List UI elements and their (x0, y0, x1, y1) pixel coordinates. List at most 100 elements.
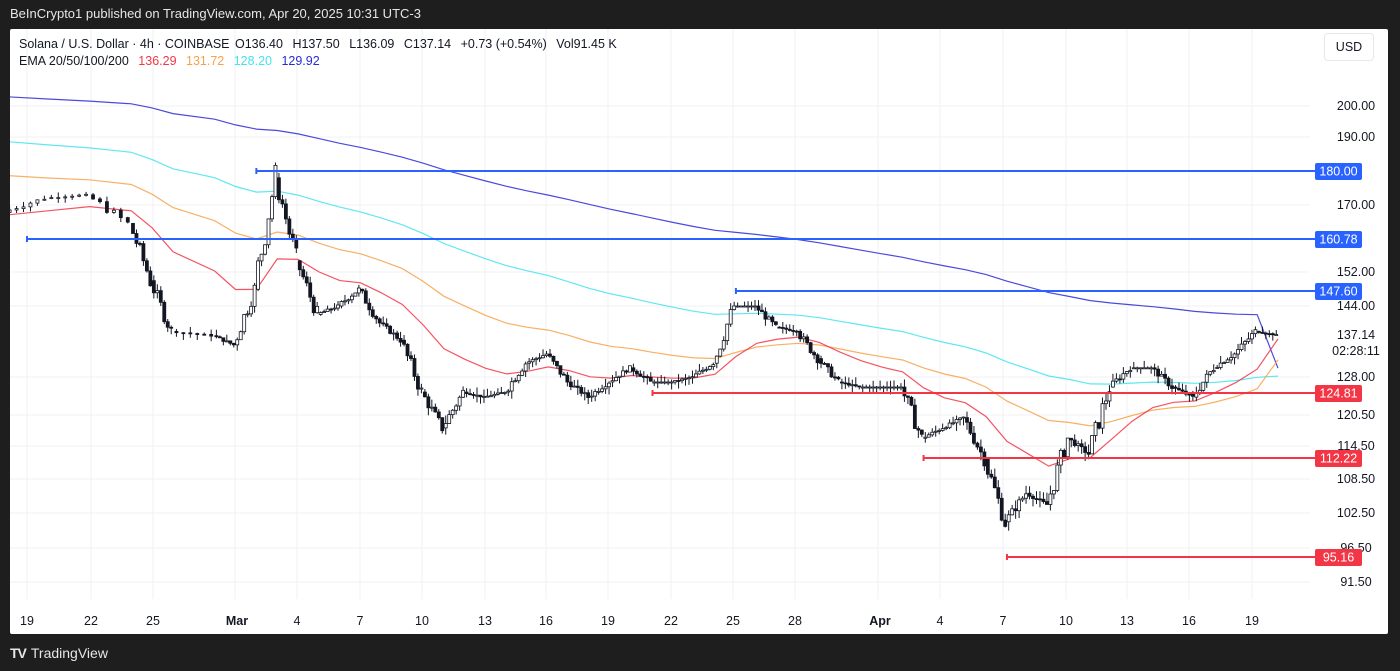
candle-up (711, 364, 716, 367)
candle-down (464, 391, 469, 395)
candle-up (937, 430, 942, 432)
ema-indicator-row[interactable]: EMA 20/50/100/200 136.29 131.72 128.20 1… (19, 53, 623, 70)
candle-up (707, 366, 712, 370)
candle-up (700, 369, 705, 372)
candle-up (356, 287, 361, 294)
price-axis-label: 170.00 (1337, 198, 1375, 212)
candle-down (843, 382, 848, 385)
candle-down (1256, 330, 1261, 333)
candle-up (951, 422, 955, 425)
candle-down (1072, 439, 1077, 446)
bar-countdown: 02:28:11 (1332, 344, 1380, 358)
candle-up (346, 299, 351, 302)
candle-down (304, 276, 309, 284)
candle-up (666, 381, 671, 384)
candle-down (1156, 368, 1161, 377)
candle-up (881, 386, 886, 389)
candle-down (777, 326, 782, 329)
candle-down (631, 367, 636, 372)
candle-down (1034, 498, 1039, 500)
candle-up (516, 374, 521, 382)
candle-up (263, 244, 267, 255)
candle-down (433, 406, 438, 413)
candle-up (1121, 373, 1126, 380)
candle-up (930, 431, 935, 436)
candle-down (416, 376, 420, 390)
candle-up (1131, 367, 1136, 370)
candle-up (933, 430, 938, 433)
candle-down (311, 296, 316, 314)
candle-up (958, 417, 962, 420)
price-axis-label: 128.00 (1337, 370, 1375, 384)
candle-up (235, 339, 240, 346)
price-axis-label: 190.00 (1337, 130, 1375, 144)
candle-down (1170, 385, 1174, 389)
candle-up (14, 208, 19, 211)
candle-down (217, 336, 222, 339)
candle-down (374, 316, 379, 320)
candle-up (867, 386, 872, 389)
candle-up (1159, 373, 1164, 377)
price-level-tag-label: 95.16 (1323, 551, 1354, 565)
candle-down (846, 382, 851, 386)
time-axis-label: 13 (478, 614, 492, 628)
candle-up (224, 340, 229, 343)
ohlc-low: L136.09 (349, 37, 395, 51)
candle-down (1041, 498, 1046, 502)
candle-down (978, 446, 983, 453)
candle-up (1250, 333, 1254, 340)
time-axis-label: 16 (539, 614, 553, 628)
candle-up (697, 370, 702, 375)
candle-up (499, 392, 504, 395)
time-axis-label: Apr (869, 614, 891, 628)
price-level-tag (1315, 549, 1362, 566)
candle-down (1270, 333, 1275, 336)
candle-up (1051, 490, 1056, 495)
candle-up (621, 370, 625, 377)
price-axis-label: 200.00 (1337, 99, 1375, 113)
price-axis-label: 91.50 (1340, 575, 1371, 589)
candle-down (965, 417, 969, 423)
ema-line-ema20 (10, 205, 1279, 467)
candle-down (1003, 519, 1008, 527)
candle-up (523, 363, 528, 372)
chart-frame[interactable]: Solana / U.S. Dollar · 4h · COINBASE O13… (10, 29, 1388, 634)
candle-down (579, 387, 584, 394)
price-level-tag-label: 112.22 (1320, 452, 1357, 466)
time-axis-label: 22 (84, 614, 98, 628)
candle-up (732, 305, 737, 310)
candle-up (530, 359, 535, 363)
candle-up (1215, 367, 1220, 369)
candle-down (1083, 446, 1088, 453)
ema-line-ema100 (10, 141, 1279, 385)
candle-down (377, 318, 382, 324)
candle-down (277, 177, 281, 201)
candle-up (1048, 493, 1053, 505)
candle-up (482, 395, 486, 398)
candle-down (1180, 389, 1185, 392)
candle-up (721, 340, 726, 350)
candle-up (1145, 367, 1150, 370)
candle-up (892, 386, 896, 389)
candle-down (555, 360, 559, 367)
time-axis-label: 10 (415, 614, 429, 628)
price-chart[interactable]: 200.00 190.00 170.00 152.00 144.00 128.00 120.… (10, 29, 1388, 634)
candle-down (634, 370, 639, 375)
candle-up (1111, 380, 1115, 388)
candle-down (822, 363, 827, 365)
candle-up (1006, 514, 1011, 523)
currency-button[interactable]: USD (1324, 33, 1374, 61)
ema200-value: 129.92 (281, 54, 320, 68)
candle-down (794, 330, 799, 333)
candle-up (1138, 367, 1143, 370)
candle-down (138, 243, 142, 245)
price-axis-label: 102.50 (1337, 506, 1375, 520)
candle-down (638, 373, 643, 377)
candle-down (586, 392, 591, 398)
candle-up (447, 414, 452, 424)
ema50-value: 131.72 (186, 54, 225, 68)
candle-up (1055, 464, 1060, 491)
symbol-title[interactable]: Solana / U.S. Dollar · 4h · COINBASE (19, 37, 230, 51)
candle-up (10, 209, 12, 213)
candle-up (714, 355, 719, 364)
